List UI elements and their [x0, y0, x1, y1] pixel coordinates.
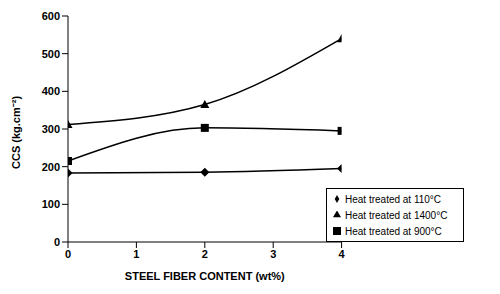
svg-text:400: 400 — [42, 85, 60, 97]
svg-text:STEEL FIBER CONTENT (wt%): STEEL FIBER CONTENT (wt%) — [125, 270, 285, 282]
html-text:Heat treated at 900°C: Heat treated at 900°C — [345, 226, 442, 237]
svg-text:0: 0 — [54, 236, 60, 248]
svg-text:500: 500 — [42, 48, 60, 60]
svg-text:600: 600 — [42, 10, 60, 22]
svg-text:1: 1 — [133, 248, 139, 260]
svg-text:100: 100 — [42, 198, 60, 210]
svg-text:3: 3 — [270, 248, 276, 260]
svg-text:300: 300 — [42, 123, 60, 135]
html-text:Heat treated at 1400°C: Heat treated at 1400°C — [345, 210, 448, 221]
html-text:Heat treated at 110°C: Heat treated at 110°C — [345, 194, 442, 205]
svg-text:200: 200 — [42, 161, 60, 173]
svg-text:CCS (kg.cm⁻²): CCS (kg.cm⁻²) — [10, 96, 22, 169]
svg-text:4: 4 — [339, 248, 346, 260]
svg-text:0: 0 — [65, 248, 71, 260]
svg-text:2: 2 — [202, 248, 208, 260]
